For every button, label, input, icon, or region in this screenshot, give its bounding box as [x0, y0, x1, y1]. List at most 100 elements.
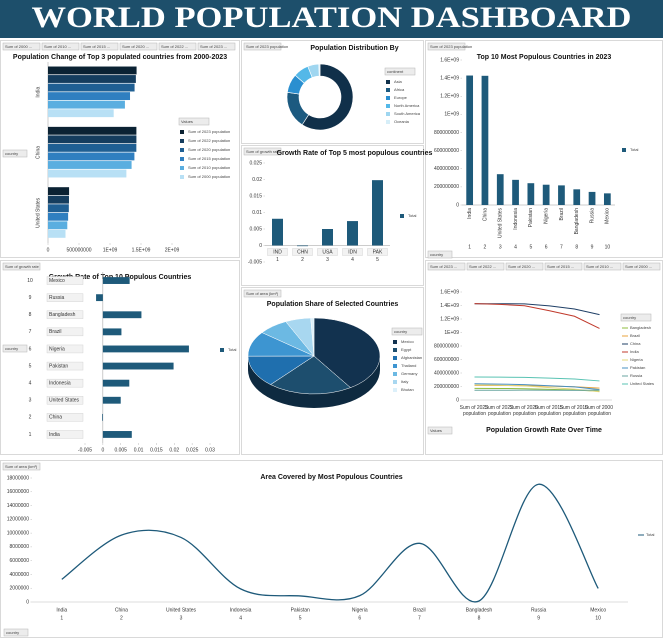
bar — [102, 345, 189, 353]
filter-button[interactable] — [243, 147, 282, 156]
bar — [322, 229, 333, 246]
x-tick-label: Mexico — [590, 607, 606, 613]
bar — [48, 92, 131, 101]
legend-label: Sum of 2023 population — [188, 129, 230, 134]
y-tick-label: 12000000 — [7, 517, 29, 523]
y-tick-label: 600000000 — [434, 357, 459, 363]
legend-title[interactable] — [620, 313, 652, 322]
filter-button-label: Sum of growth rate — [246, 149, 281, 154]
category-box — [317, 248, 338, 256]
filter-button[interactable] — [158, 42, 197, 51]
filter-button[interactable] — [2, 462, 41, 471]
filter-button-label: Sum of 2020 ... — [508, 264, 535, 269]
y-tick-label: -0.005 — [248, 259, 262, 265]
filter-button[interactable] — [2, 42, 41, 51]
y-tick-label: 16000000 — [7, 489, 29, 495]
axis-filter-label: country — [5, 151, 18, 156]
filter-button[interactable] — [427, 262, 466, 271]
y-tick-label: 18000000 — [7, 475, 29, 481]
filter-button[interactable] — [243, 289, 282, 298]
filter-button[interactable] — [243, 42, 282, 51]
axis-filter[interactable] — [2, 149, 28, 158]
filter-button-label: Sum of 2022 ... — [469, 264, 496, 269]
bar — [102, 311, 142, 319]
legend-title[interactable] — [178, 117, 210, 126]
axis-filter[interactable] — [3, 628, 29, 637]
legend-swatch — [386, 104, 390, 108]
bar — [48, 229, 66, 238]
x-tick-label: 0.015 — [150, 447, 163, 453]
axis-filter[interactable] — [427, 426, 453, 435]
filter-button[interactable] — [2, 262, 41, 271]
axis-filter[interactable] — [2, 344, 28, 353]
filter-button-label: Sum of 2023 population — [430, 44, 472, 49]
x-tick-label: Sum of 2000 population — [585, 405, 615, 417]
line-series — [474, 376, 600, 382]
y-tick-label: India — [49, 432, 60, 438]
filter-button-label: Sum of 2015 ... — [83, 44, 110, 49]
bar — [48, 126, 137, 135]
y-tick-label: 600000000 — [434, 148, 459, 154]
x-tick-label: IND — [273, 250, 282, 256]
category-number: 1 — [276, 257, 279, 263]
legend-label: Thailand — [401, 363, 416, 368]
axis-filter[interactable] — [427, 250, 453, 259]
filter-button[interactable] — [622, 262, 661, 271]
filter-button[interactable] — [583, 262, 622, 271]
category-number: 10 — [27, 278, 33, 284]
bar — [48, 169, 127, 178]
y-tick-label: 800000000 — [434, 130, 459, 136]
y-tick-label: China — [35, 146, 41, 159]
bar — [466, 75, 474, 206]
category-number: 3 — [499, 244, 502, 250]
legend-title-label: country — [623, 315, 636, 320]
category-number: 9 — [591, 244, 594, 250]
filter-button[interactable] — [197, 42, 236, 51]
filter-button[interactable] — [505, 262, 544, 271]
legend-label: Bangladesh — [630, 325, 651, 330]
category-box — [46, 378, 84, 388]
x-tick-label: Mexico — [605, 208, 611, 224]
bar — [48, 187, 70, 196]
filter-button-label: Sum of 2022 ... — [161, 44, 188, 49]
legend-label: Italy — [401, 379, 408, 384]
legend-label: Germany — [401, 371, 417, 376]
legend-label: Bhutan — [401, 387, 414, 392]
legend-swatch — [180, 157, 184, 161]
filter-button[interactable] — [41, 42, 80, 51]
category-number: 4 — [514, 244, 517, 250]
category-number: 6 — [545, 244, 548, 250]
panel — [241, 145, 424, 286]
legend-swatch — [180, 175, 184, 179]
category-number: 7 — [418, 615, 421, 621]
bar — [102, 328, 122, 336]
bar — [558, 185, 565, 205]
legend-label: Total — [228, 347, 237, 352]
x-tick-label: Sum of 2015 population — [535, 405, 565, 417]
category-box — [46, 396, 84, 405]
legend-title[interactable] — [391, 327, 423, 336]
filter-button-label: Sum of 2023 population — [246, 44, 288, 49]
filter-button[interactable] — [80, 42, 119, 51]
x-tick-label: Sum of 2020 population — [510, 405, 540, 417]
legend-title[interactable] — [384, 67, 416, 76]
legend-label: Pakistan — [630, 365, 645, 370]
legend-swatch — [393, 356, 397, 360]
category-number: 4 — [29, 380, 32, 386]
category-number: 4 — [351, 257, 354, 263]
filter-button[interactable] — [544, 262, 583, 271]
category-number: 10 — [605, 244, 611, 250]
donut-slice — [318, 63, 321, 77]
category-box — [46, 293, 84, 302]
filter-button-label: Sum of 2023 ... — [200, 44, 227, 49]
chart-title: Area Covered by Most Populous Countries — [260, 474, 402, 481]
category-number: 2 — [484, 244, 487, 250]
filter-button[interactable] — [119, 42, 158, 51]
dashboard-title: WORLD POPULATION DASHBOARD — [32, 1, 632, 34]
category-number: 5 — [29, 363, 32, 369]
x-tick-label: Russia — [531, 607, 547, 613]
panel — [0, 260, 240, 455]
filter-button[interactable] — [427, 42, 466, 51]
filter-button[interactable] — [466, 262, 505, 271]
y-tick-label: United States — [35, 197, 41, 228]
